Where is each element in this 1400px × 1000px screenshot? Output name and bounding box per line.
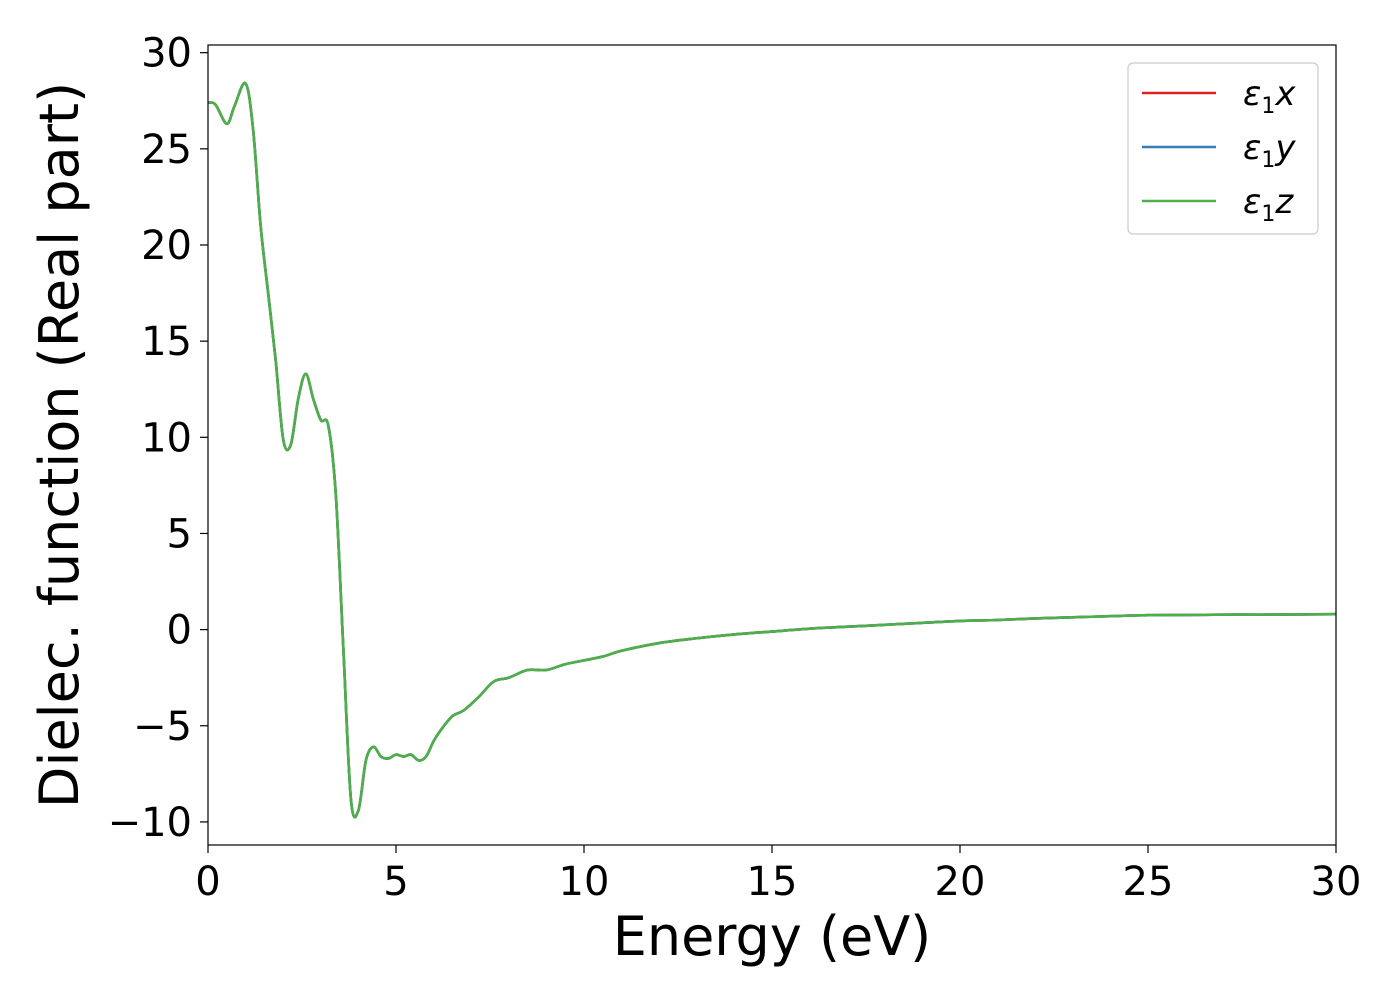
x-tick-label: 15 — [747, 859, 798, 905]
x-axis: 0 5 10 15 20 25 30 — [195, 845, 1361, 905]
legend-label-z: ε1z — [1243, 182, 1294, 227]
y-axis: −10 −5 0 5 10 15 20 25 30 — [108, 31, 208, 846]
y-tick-label: 5 — [167, 511, 192, 557]
x-tick-label: 25 — [1123, 859, 1174, 905]
y-tick-label: 10 — [141, 415, 192, 461]
y-tick-label: −10 — [108, 800, 192, 846]
y-axis-label: Dielec. function (Real part) — [28, 82, 91, 808]
legend-label-x: ε1x — [1243, 74, 1296, 119]
y-tick-label: 25 — [141, 127, 192, 173]
y-tick-label: 20 — [141, 223, 192, 269]
x-tick-label: 30 — [1311, 859, 1362, 905]
series-layer — [207, 81, 1337, 819]
legend-frame — [1127, 62, 1319, 235]
y-tick-label: 15 — [141, 319, 192, 365]
y-tick-label: −5 — [133, 704, 192, 750]
legend-label-y: ε1y — [1243, 128, 1296, 173]
x-tick-label: 20 — [935, 859, 986, 905]
series-line-z — [207, 81, 1337, 819]
x-tick-label: 5 — [383, 859, 408, 905]
x-tick-label: 10 — [559, 859, 610, 905]
y-tick-label: 0 — [167, 608, 192, 654]
x-axis-label: Energy (eV) — [613, 905, 932, 968]
legend-items: ε1x ε1y ε1z — [1142, 74, 1296, 227]
y-tick-label: 30 — [141, 31, 192, 77]
x-tick-label: 0 — [195, 859, 220, 905]
legend: ε1x ε1y ε1z — [1127, 62, 1319, 235]
